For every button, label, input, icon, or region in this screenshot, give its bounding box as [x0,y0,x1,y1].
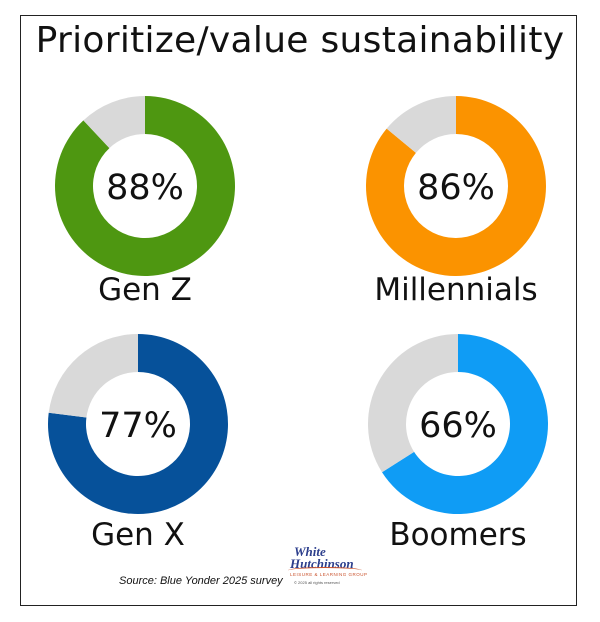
slice-millennials-value [366,96,546,276]
donut-gen-x: 77% Gen X [47,334,228,553]
donut-boomers: 66% Boomers [368,334,548,553]
chart-title: Prioritize/value sustainability [35,20,565,61]
value-label-millennials: 86% [417,168,495,208]
donut-gen-z: 88% Gen Z [54,96,235,308]
slice-millennials-remainder [386,96,456,153]
category-label-gen-x: Gen X [91,517,185,553]
category-label-gen-z: Gen Z [98,272,192,308]
slice-boomers-remainder [368,334,458,473]
value-label-gen-x: 77% [99,406,177,446]
slice-gen-z-remainder [83,96,145,149]
category-label-boomers: Boomers [389,517,526,553]
value-label-gen-z: 88% [106,168,184,208]
slice-boomers-value [382,334,548,515]
slice-gen-x-value [47,334,228,515]
slice-gen-z-value [54,96,235,276]
category-label-millennials: Millennials [374,272,537,308]
slice-gen-x-remainder [48,334,138,418]
value-label-boomers: 66% [419,406,497,446]
white-hutchinson-logo: White Hutchinson LEISURE & LEARNING GROU… [288,544,368,585]
source-note: Source: Blue Yonder 2025 survey [119,575,283,587]
donut-millennials: 86% Millennials [366,96,546,308]
